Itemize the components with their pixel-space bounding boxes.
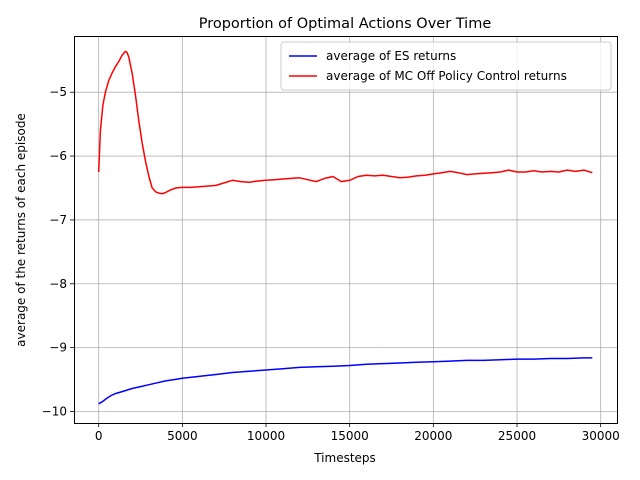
x-tick-label: 20000	[414, 429, 452, 443]
legend: average of ES returns average of MC Off …	[280, 41, 612, 91]
grid-lines	[74, 36, 617, 423]
series-line-mc-off-policy	[97, 50, 593, 195]
y-axis-label: average of the returns of each episode	[14, 113, 28, 347]
series-line-es	[98, 357, 593, 405]
y-axis-ticks: −10 −9 −8 −7 −6 −5	[42, 85, 74, 419]
x-tick-label: 0	[95, 429, 103, 443]
y-tick-label: −10	[42, 405, 67, 419]
x-tick-label: 10000	[247, 429, 285, 443]
x-axis-ticks: 0 5000 10000 15000 20000 25000 30000	[95, 423, 620, 443]
series-layer	[97, 50, 593, 405]
x-tick-label: 5000	[167, 429, 198, 443]
legend-box	[280, 41, 612, 91]
y-tick-label: −8	[49, 277, 67, 291]
y-tick-label: −5	[49, 85, 67, 99]
plot-frame	[74, 36, 618, 424]
x-tick-label: 25000	[498, 429, 536, 443]
y-tick-label: −6	[49, 149, 67, 163]
x-axis-label: Timesteps	[313, 451, 376, 465]
chart-title: Proportion of Optimal Actions Over Time	[199, 16, 492, 32]
y-tick-label: −9	[49, 341, 67, 355]
x-tick-label: 30000	[582, 429, 620, 443]
y-tick-label: −7	[49, 213, 67, 227]
legend-label-mc-off-policy: average of MC Off Policy Control returns	[326, 69, 567, 83]
x-tick-label: 15000	[331, 429, 369, 443]
legend-label-es: average of ES returns	[326, 49, 456, 63]
